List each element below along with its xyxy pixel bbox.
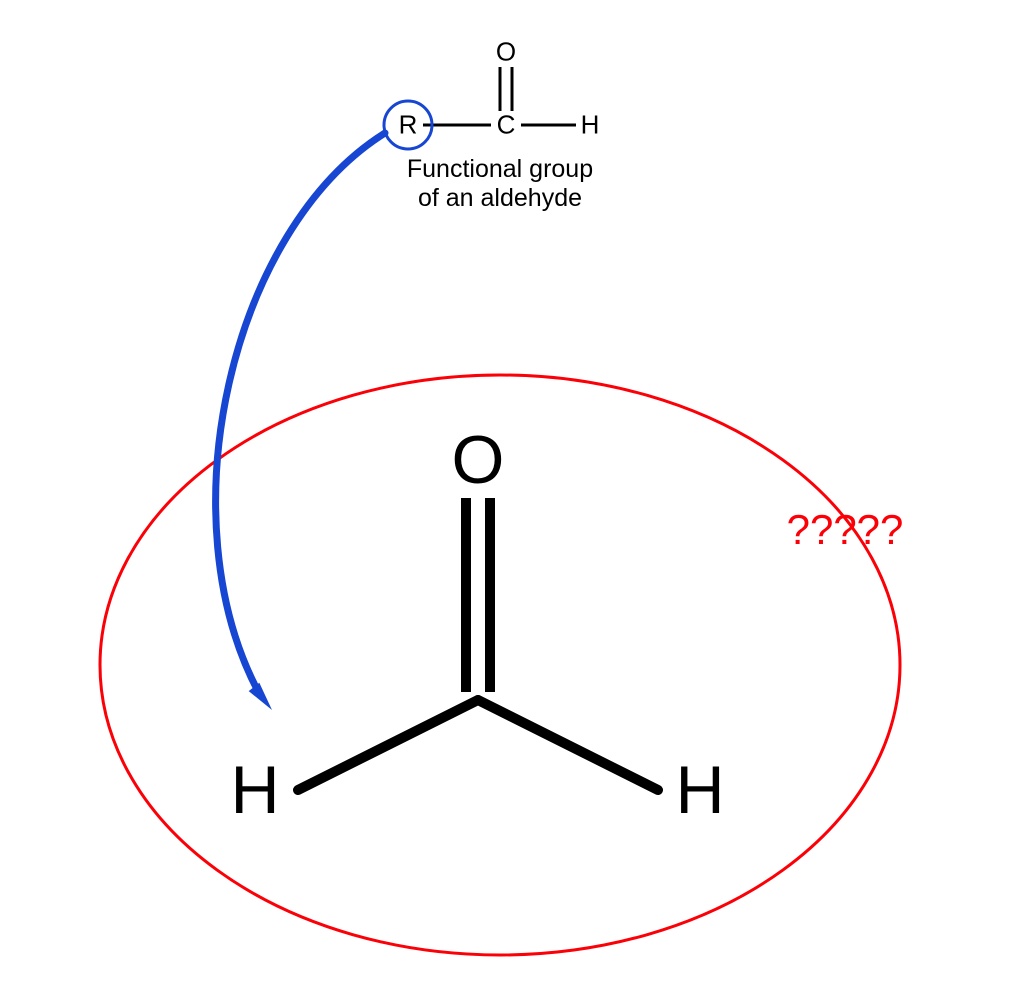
top-structure-caption: Functional group of an aldehyde <box>407 155 593 213</box>
svg-layer <box>0 0 1023 1005</box>
atom-o-top: O <box>496 37 516 68</box>
question-marks: ????? <box>787 506 904 554</box>
caption-line2: of an aldehyde <box>407 184 593 213</box>
atom-h1-bottom: H <box>230 751 279 829</box>
diagram-canvas: R C H O Functional group of an aldehyde … <box>0 0 1023 1005</box>
caption-line1: Functional group <box>407 155 593 184</box>
blue-arrow <box>216 133 385 710</box>
bottom-bonds <box>298 498 658 790</box>
atom-c: C <box>497 110 516 141</box>
atom-h-top: H <box>581 110 600 141</box>
atom-r: R <box>399 110 418 141</box>
atom-h2-bottom: H <box>675 751 724 829</box>
atom-o-bottom: O <box>452 421 505 499</box>
